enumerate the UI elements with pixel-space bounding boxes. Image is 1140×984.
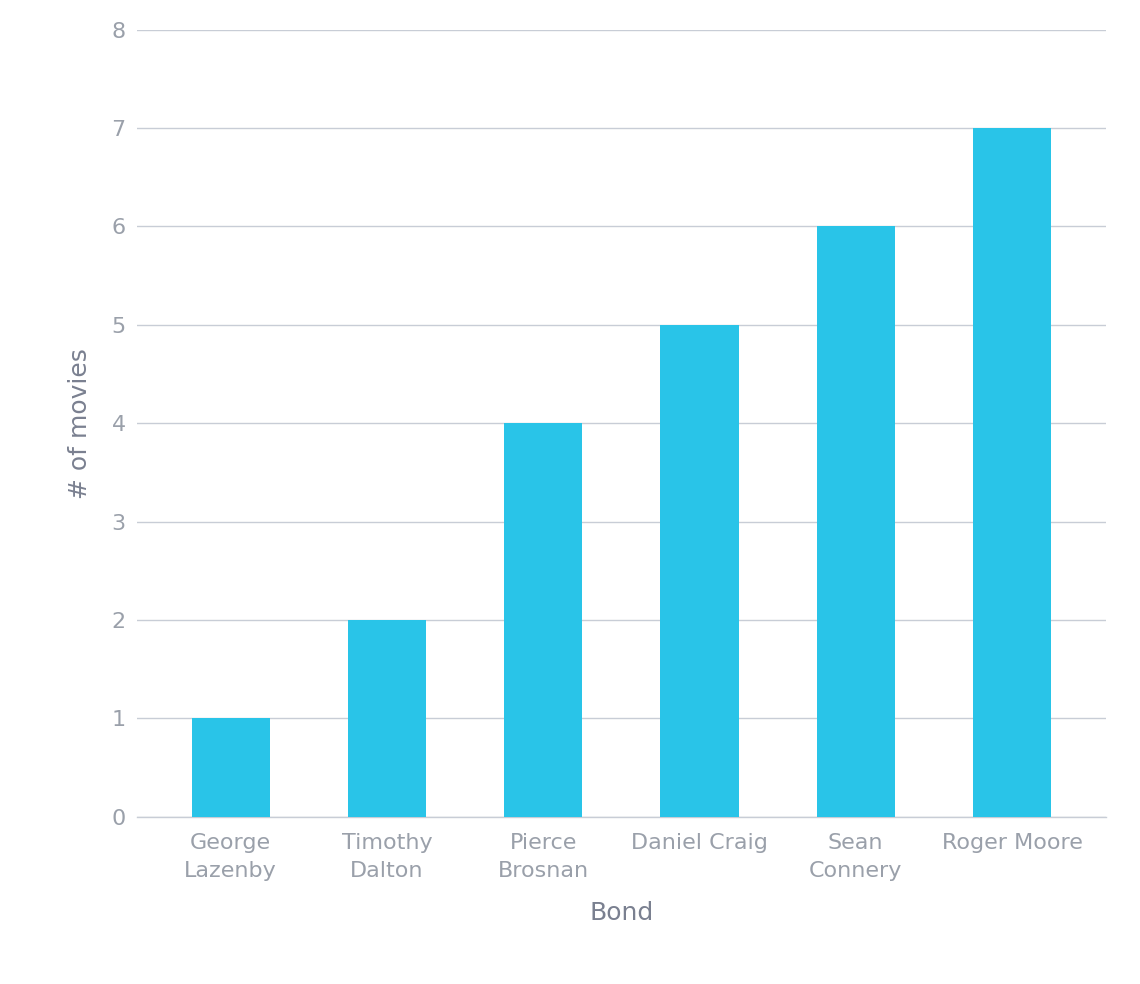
Bar (348, 620, 426, 817)
Bar (660, 325, 739, 817)
Bar (192, 718, 270, 817)
X-axis label: Bond: Bond (589, 900, 653, 925)
Bar (972, 128, 1051, 817)
Bar (504, 423, 583, 817)
Bar (816, 226, 895, 817)
Y-axis label: # of movies: # of movies (68, 347, 92, 499)
